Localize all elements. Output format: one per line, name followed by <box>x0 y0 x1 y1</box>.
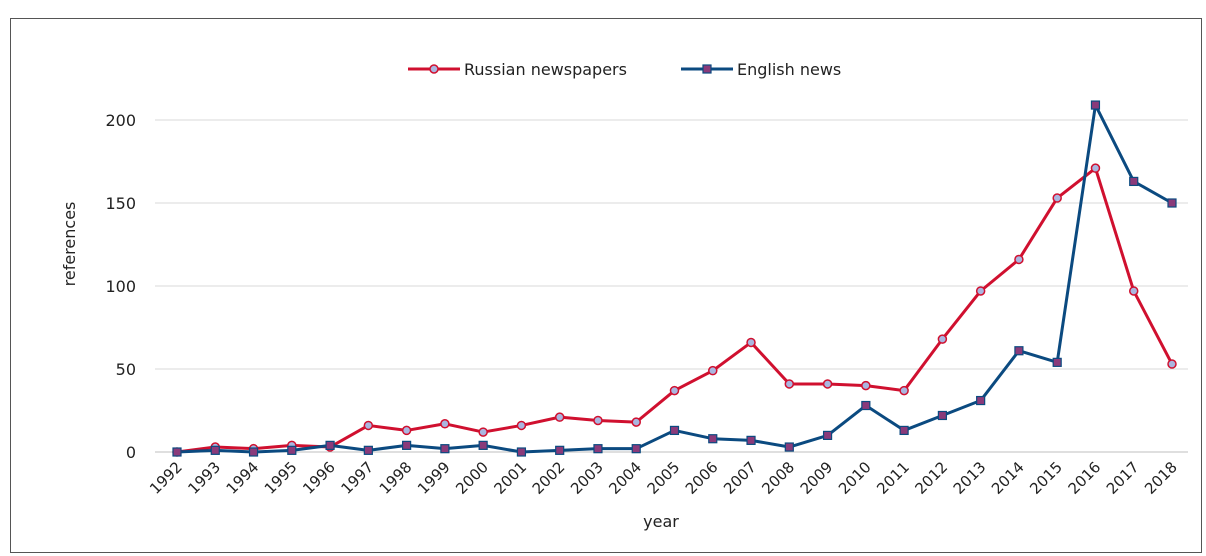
x-tick-label: 2002 <box>529 458 569 498</box>
data-point <box>1167 359 1177 369</box>
data-point <box>708 365 718 376</box>
legend: Russian newspapers English news <box>408 60 841 79</box>
x-tick-label: 2012 <box>911 458 951 498</box>
data-point <box>822 379 833 389</box>
data-point <box>401 425 412 436</box>
data-point <box>593 415 603 426</box>
data-point <box>440 444 450 454</box>
data-point <box>976 395 986 406</box>
data-point <box>516 447 527 457</box>
legend-label: English news <box>737 60 841 79</box>
data-point <box>287 445 297 455</box>
series-line-russian-newspapers <box>176 166 1174 454</box>
series-markers <box>172 100 1177 457</box>
x-tick-label: 1993 <box>184 458 224 498</box>
legend-marker <box>429 64 439 74</box>
data-point <box>363 420 374 431</box>
x-tick-label: 2000 <box>452 458 492 498</box>
data-point <box>708 434 718 444</box>
data-point <box>554 412 565 422</box>
data-point <box>1128 286 1139 296</box>
data-point <box>899 425 909 436</box>
x-tick-label: 1997 <box>337 458 377 498</box>
data-point <box>1014 346 1024 356</box>
x-tick-label: 2004 <box>605 458 645 498</box>
data-point <box>1014 254 1024 265</box>
data-point <box>325 440 335 450</box>
data-point <box>784 379 795 389</box>
data-point <box>631 417 641 427</box>
data-point <box>1167 198 1177 208</box>
data-point <box>402 440 412 450</box>
x-tick-label: 1992 <box>146 458 186 498</box>
y-axis-label: references <box>60 202 79 287</box>
x-tick-label: 2003 <box>567 458 607 498</box>
data-point <box>822 430 833 440</box>
data-point <box>1129 176 1139 187</box>
x-tick-label: 1998 <box>376 458 416 498</box>
data-point <box>746 435 756 445</box>
gridlines <box>155 119 1188 453</box>
y-tick-label: 200 <box>105 111 136 130</box>
x-tick-label: 2015 <box>1026 458 1066 498</box>
data-point <box>746 337 756 348</box>
x-tick-label: 2011 <box>873 458 913 498</box>
data-point <box>669 425 680 436</box>
data-point <box>516 420 527 431</box>
x-tick-label: 2007 <box>720 458 760 498</box>
data-point <box>1090 163 1101 173</box>
data-point <box>631 444 641 454</box>
data-point <box>784 442 794 452</box>
x-tick-label: 1999 <box>414 458 454 498</box>
data-point <box>975 286 986 296</box>
y-tick-label: 0 <box>126 443 136 462</box>
data-point <box>1090 100 1101 110</box>
y-tick-label: 150 <box>105 194 136 213</box>
series-lines <box>176 103 1174 454</box>
data-point <box>440 419 450 429</box>
data-point <box>861 380 871 391</box>
x-tick-label: 2008 <box>758 458 798 498</box>
data-point <box>899 385 909 396</box>
data-point <box>937 410 947 421</box>
data-point <box>248 447 259 457</box>
data-point <box>210 445 220 455</box>
x-tick-label: 2001 <box>491 458 531 498</box>
x-tick-label: 2006 <box>682 458 722 498</box>
x-tick-labels: 1992199319941995199619971998199920002001… <box>146 458 1181 498</box>
data-point <box>363 445 373 455</box>
data-point <box>555 445 565 455</box>
x-tick-label: 2017 <box>1103 458 1143 498</box>
data-point <box>172 447 182 457</box>
y-tick-label: 50 <box>116 360 136 379</box>
data-point <box>937 334 948 344</box>
x-tick-label: 1995 <box>261 458 301 498</box>
series-line-english-news <box>176 103 1173 454</box>
x-tick-label: 2013 <box>950 458 990 498</box>
x-tick-label: 2018 <box>1141 458 1181 498</box>
data-point <box>478 440 488 450</box>
x-tick-label: 2016 <box>1065 458 1105 498</box>
data-point <box>1052 193 1062 203</box>
legend-marker <box>702 64 712 74</box>
x-axis-label: year <box>643 512 679 531</box>
x-tick-label: 2005 <box>644 458 684 498</box>
y-tick-label: 100 <box>105 277 136 296</box>
data-point <box>1052 357 1062 367</box>
data-point <box>861 400 871 411</box>
y-tick-labels: 0 50 100 150 200 <box>105 111 136 462</box>
legend-label: Russian newspapers <box>464 60 627 79</box>
data-point <box>593 444 603 454</box>
x-tick-label: 2009 <box>797 458 837 498</box>
x-tick-label: 2010 <box>835 458 875 498</box>
x-tick-label: 1994 <box>223 458 263 498</box>
data-point <box>478 427 488 437</box>
x-tick-label: 2014 <box>988 458 1028 498</box>
x-tick-label: 1996 <box>299 458 339 498</box>
data-point <box>669 385 680 396</box>
